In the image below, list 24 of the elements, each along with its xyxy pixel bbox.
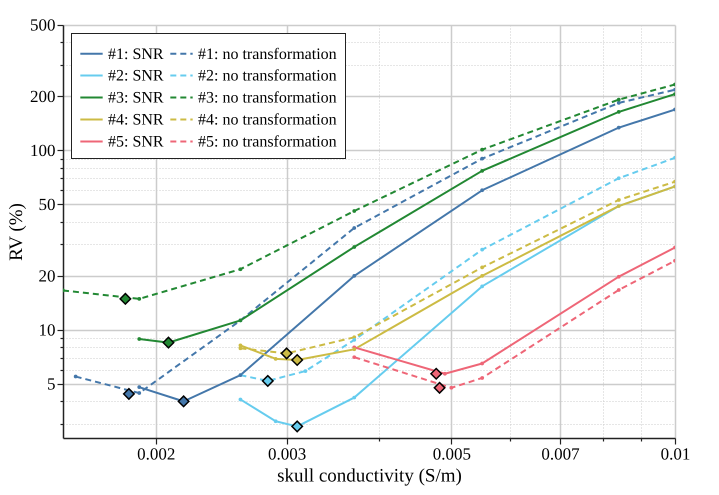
x-axis-title: skull conductivity (S/m) bbox=[277, 466, 462, 486]
legend-label: #4: SNR bbox=[108, 112, 164, 128]
legend-label: #3: no transformation bbox=[198, 90, 337, 106]
y-tick-label: 5 bbox=[47, 374, 56, 394]
x-tick-label: 0.005 bbox=[432, 444, 472, 464]
legend-label: #4: no transformation bbox=[198, 112, 337, 128]
x-tick-label: 0.007 bbox=[541, 444, 580, 464]
x-tick-label: 0.003 bbox=[268, 444, 306, 464]
legend-label: #1: no transformation bbox=[198, 46, 337, 63]
y-axis-title: RV (%) bbox=[6, 203, 27, 261]
legend-label: #1: SNR bbox=[108, 46, 164, 63]
y-tick-label: 500 bbox=[30, 16, 56, 34]
legend-label: #2: no transformation bbox=[198, 68, 337, 84]
legend-label: #2: SNR bbox=[108, 68, 164, 84]
x-tick-label: 0.01 bbox=[660, 444, 690, 464]
legend-label: #5: no transformation bbox=[198, 134, 337, 150]
y-tick-label: 10 bbox=[38, 320, 56, 340]
y-tick-label: 50 bbox=[38, 194, 56, 214]
y-tick-label: 200 bbox=[30, 86, 56, 106]
legend-label: #3: SNR bbox=[108, 90, 164, 106]
y-tick-label: 100 bbox=[30, 140, 56, 160]
y-tick-label: 20 bbox=[38, 266, 56, 286]
legend-label: #5: SNR bbox=[108, 134, 164, 150]
x-tick-label: 0.002 bbox=[137, 444, 176, 464]
